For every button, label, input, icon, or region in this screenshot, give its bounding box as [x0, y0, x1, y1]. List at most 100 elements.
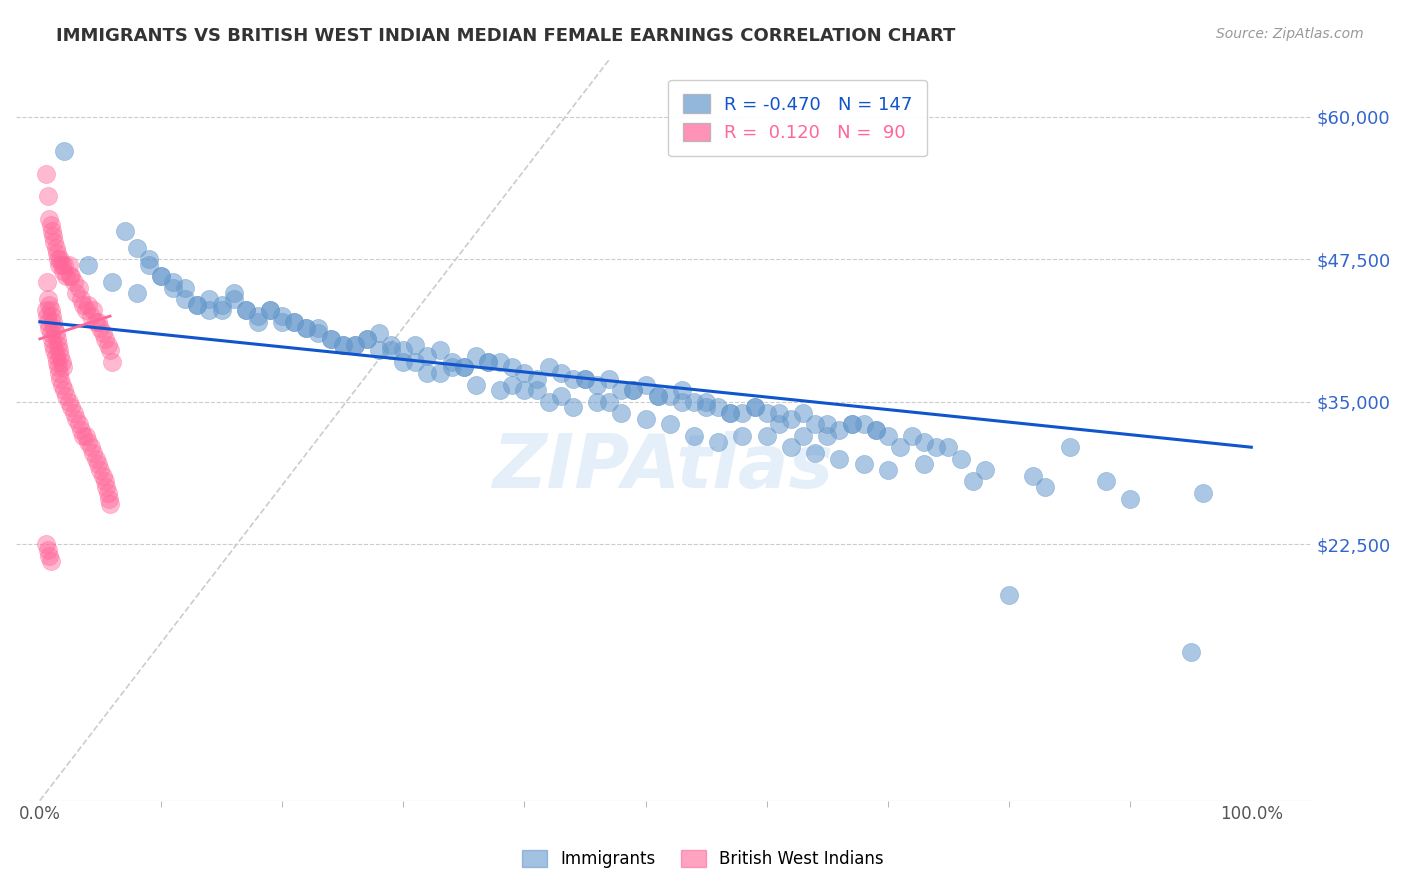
Point — [259, 303, 281, 318]
Point — [718, 406, 741, 420]
Point — [526, 372, 548, 386]
Point — [45, 241, 67, 255]
Point — [35, 167, 58, 181]
Point — [792, 429, 814, 443]
Point — [356, 332, 378, 346]
Point — [96, 480, 118, 494]
Point — [683, 429, 706, 443]
Point — [574, 372, 596, 386]
Point — [259, 303, 281, 318]
Point — [307, 320, 329, 334]
Point — [537, 360, 560, 375]
Point — [38, 549, 60, 563]
Point — [70, 292, 93, 306]
Point — [53, 258, 76, 272]
Point — [513, 366, 536, 380]
Point — [380, 337, 402, 351]
Point — [707, 401, 730, 415]
Point — [755, 429, 778, 443]
Point — [1192, 485, 1215, 500]
Point — [1033, 480, 1056, 494]
Point — [222, 286, 245, 301]
Point — [671, 394, 693, 409]
Point — [60, 269, 83, 284]
Point — [755, 406, 778, 420]
Point — [865, 423, 887, 437]
Point — [101, 275, 124, 289]
Point — [598, 394, 620, 409]
Point — [404, 337, 426, 351]
Point — [235, 303, 257, 318]
Point — [938, 440, 960, 454]
Point — [319, 332, 342, 346]
Point — [598, 372, 620, 386]
Point — [489, 355, 512, 369]
Point — [343, 337, 366, 351]
Point — [87, 315, 110, 329]
Point — [67, 417, 90, 432]
Point — [465, 349, 488, 363]
Point — [94, 475, 117, 489]
Point — [59, 269, 82, 284]
Point — [392, 355, 415, 369]
Point — [49, 252, 72, 266]
Point — [58, 258, 80, 272]
Point — [271, 315, 294, 329]
Point — [912, 434, 935, 449]
Point — [998, 589, 1021, 603]
Point — [768, 406, 790, 420]
Point — [49, 349, 72, 363]
Point — [39, 303, 62, 318]
Text: ZIPAtlas: ZIPAtlas — [494, 431, 834, 504]
Point — [84, 451, 107, 466]
Point — [647, 389, 669, 403]
Point — [51, 258, 73, 272]
Point — [658, 389, 681, 403]
Point — [41, 224, 63, 238]
Point — [46, 337, 69, 351]
Point — [319, 332, 342, 346]
Point — [623, 383, 645, 397]
Point — [295, 320, 318, 334]
Point — [780, 411, 803, 425]
Point — [138, 258, 160, 272]
Point — [45, 349, 67, 363]
Point — [82, 446, 104, 460]
Point — [198, 292, 221, 306]
Point — [429, 343, 451, 358]
Point — [52, 263, 75, 277]
Point — [97, 337, 120, 351]
Point — [550, 389, 572, 403]
Point — [707, 434, 730, 449]
Point — [37, 292, 59, 306]
Point — [186, 298, 208, 312]
Point — [89, 463, 111, 477]
Point — [695, 401, 717, 415]
Point — [52, 360, 75, 375]
Point — [162, 280, 184, 294]
Point — [77, 298, 100, 312]
Point — [852, 458, 875, 472]
Point — [45, 332, 67, 346]
Point — [72, 429, 94, 443]
Point — [51, 377, 73, 392]
Point — [186, 298, 208, 312]
Point — [744, 401, 766, 415]
Point — [49, 372, 72, 386]
Point — [912, 458, 935, 472]
Point — [75, 429, 97, 443]
Text: IMMIGRANTS VS BRITISH WEST INDIAN MEDIAN FEMALE EARNINGS CORRELATION CHART: IMMIGRANTS VS BRITISH WEST INDIAN MEDIAN… — [56, 27, 956, 45]
Point — [780, 440, 803, 454]
Point — [45, 246, 67, 260]
Point — [683, 394, 706, 409]
Point — [55, 389, 77, 403]
Point — [489, 383, 512, 397]
Point — [841, 417, 863, 432]
Point — [586, 377, 609, 392]
Legend: Immigrants, British West Indians: Immigrants, British West Indians — [516, 843, 890, 875]
Point — [634, 377, 657, 392]
Point — [815, 417, 838, 432]
Point — [368, 326, 391, 341]
Point — [235, 303, 257, 318]
Point — [429, 366, 451, 380]
